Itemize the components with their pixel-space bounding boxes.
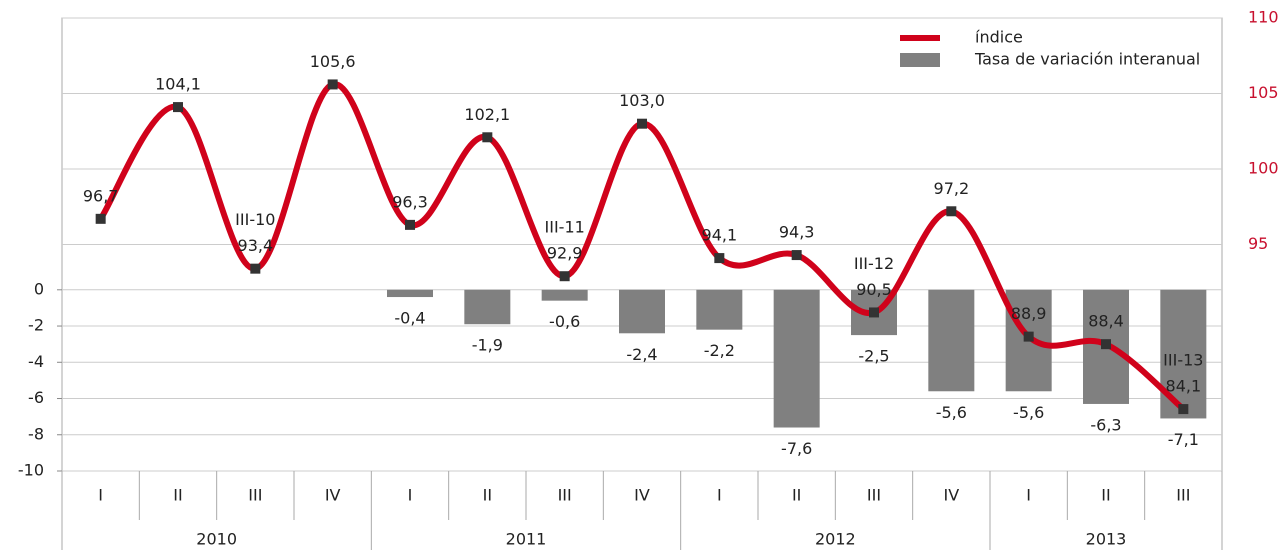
x-tick-label: I xyxy=(98,486,103,505)
x-tick-label: III xyxy=(558,486,572,505)
point-value-label: 94,1 xyxy=(702,226,738,245)
bar-value-label: -7,6 xyxy=(781,439,812,458)
point-marker xyxy=(637,118,647,129)
point-value-label: 105,6 xyxy=(310,52,356,71)
y-tick-label: 0 xyxy=(34,279,44,298)
point-marker xyxy=(1023,331,1034,342)
bar xyxy=(387,289,433,298)
point-value-label: 96,7 xyxy=(83,186,119,205)
bar xyxy=(464,289,511,325)
point-value-label: 97,2 xyxy=(934,179,970,198)
y-tick-label: -10 xyxy=(18,461,44,480)
point-value-label: 90,5 xyxy=(856,280,892,299)
point-value-label: 94,3 xyxy=(779,223,815,242)
x-tick-label: I xyxy=(408,486,413,505)
y2-tick-label: 110 xyxy=(1248,8,1279,27)
legend-swatch xyxy=(900,53,940,67)
y2-tick-label: 105 xyxy=(1248,83,1279,102)
point-annotation: III-12 xyxy=(854,254,894,273)
bar-value-label: -0,6 xyxy=(549,312,580,331)
index-line xyxy=(98,81,1186,412)
x-tick-label: III xyxy=(1176,486,1190,505)
bar xyxy=(773,289,820,428)
point-marker xyxy=(250,263,261,274)
point-annotation: III-13 xyxy=(1163,351,1203,370)
year-label: 2013 xyxy=(1086,530,1127,549)
point-value-label: 96,3 xyxy=(392,192,428,211)
point-marker xyxy=(869,307,879,318)
bar-value-label: -5,6 xyxy=(1013,403,1044,422)
y-tick-label: -2 xyxy=(28,316,44,335)
legend-label: Tasa de variación interanual xyxy=(974,50,1200,69)
bar-value-label: -5,6 xyxy=(936,403,967,422)
x-tick-label: IV xyxy=(634,486,650,505)
bar-value-label: -2,2 xyxy=(704,341,735,360)
bar xyxy=(696,289,743,330)
bar-value-label: -6,3 xyxy=(1090,415,1121,434)
point-value-label: 92,9 xyxy=(547,244,583,263)
point-value-label: 84,1 xyxy=(1166,377,1202,396)
point-value-label: 93,4 xyxy=(238,236,274,255)
year-label: 2010 xyxy=(196,530,237,549)
y-tick-label: -8 xyxy=(28,424,44,443)
x-tick-label: I xyxy=(1026,486,1031,505)
year-label: 2011 xyxy=(506,530,547,549)
point-marker xyxy=(482,132,493,143)
point-value-label: 103,0 xyxy=(619,91,665,110)
point-marker xyxy=(173,102,183,113)
y-tick-label: -4 xyxy=(28,352,44,371)
point-marker xyxy=(95,213,106,224)
point-value-label: 102,1 xyxy=(464,105,510,124)
x-tick-label: III xyxy=(867,486,881,505)
x-tick-label: IV xyxy=(325,486,341,505)
bar-value-label: -2,4 xyxy=(626,345,657,364)
point-marker xyxy=(327,79,338,90)
x-tick-label: IV xyxy=(943,486,959,505)
point-value-label: 88,9 xyxy=(1011,304,1047,323)
point-marker xyxy=(1101,339,1111,350)
x-tick-label: III xyxy=(248,486,262,505)
bar-value-label: -7,1 xyxy=(1168,430,1199,449)
point-value-label: 104,1 xyxy=(155,75,201,94)
point-annotation: III-10 xyxy=(235,210,275,229)
point-marker xyxy=(946,206,957,217)
y2-tick-label: 100 xyxy=(1248,159,1279,178)
bar xyxy=(541,289,588,301)
x-tick-label: II xyxy=(792,486,801,505)
x-tick-label: II xyxy=(483,486,492,505)
y-tick-label: -6 xyxy=(28,388,44,407)
year-label: 2012 xyxy=(815,530,856,549)
point-marker xyxy=(1178,404,1189,415)
legend-label: índice xyxy=(975,28,1023,47)
bar xyxy=(619,289,665,334)
point-annotation: III-11 xyxy=(545,218,585,237)
y2-tick-label: 95 xyxy=(1248,234,1268,253)
bar-value-label: -1,9 xyxy=(472,336,503,355)
point-marker xyxy=(559,271,570,282)
bar-value-label: -0,4 xyxy=(394,309,425,328)
x-tick-label: I xyxy=(717,486,722,505)
x-tick-label: II xyxy=(1101,486,1110,505)
x-tick-label: II xyxy=(173,486,182,505)
point-marker xyxy=(405,219,415,230)
point-marker xyxy=(714,253,725,264)
bar xyxy=(928,289,975,392)
bar-value-label: -2,5 xyxy=(858,347,889,366)
point-value-label: 88,4 xyxy=(1088,312,1124,331)
point-marker xyxy=(791,250,802,261)
